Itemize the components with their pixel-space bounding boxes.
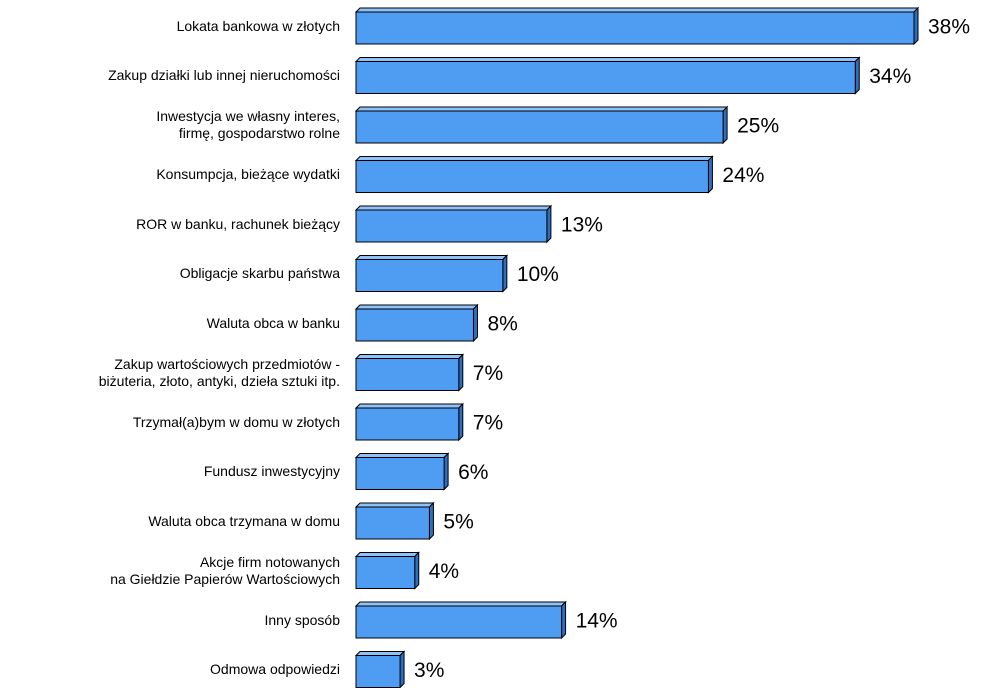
value-label: 7%: [473, 362, 503, 385]
category-label: Inny sposób: [264, 611, 341, 628]
value-label: 34%: [869, 65, 911, 88]
value-label: 38%: [928, 16, 970, 39]
bar-side: [722, 105, 728, 145]
bar-side: [443, 452, 449, 491]
bar-top: [354, 601, 567, 607]
value-label: 10%: [517, 263, 559, 286]
bar-top: [354, 651, 406, 656]
value-label: 14%: [576, 610, 618, 633]
bar-top: [354, 502, 435, 508]
category-label: ROR w banku, rachunek bieżący: [136, 215, 340, 232]
category-label: Zakup działki lub innej nieruchomości: [108, 67, 340, 83]
bar-side: [472, 303, 478, 343]
bar: [355, 556, 416, 589]
value-label: 25%: [737, 115, 779, 138]
bar-top: [354, 304, 479, 310]
value-label: 7%: [473, 412, 503, 435]
bar-side: [428, 501, 434, 541]
value-label: 8%: [487, 313, 517, 336]
bar: [355, 61, 856, 94]
value-label: 5%: [443, 511, 473, 534]
category-label: Zakup wartościowych przedmiotów - biżute…: [98, 355, 340, 389]
value-label: 3%: [414, 659, 444, 682]
bar: [355, 259, 504, 292]
bar: [355, 457, 445, 490]
bar: [355, 358, 460, 391]
bar: [355, 110, 724, 144]
category-label: Odmowa odpowiedzi: [210, 661, 340, 677]
bar-side: [399, 650, 405, 688]
bar: [355, 655, 401, 688]
value-label: 4%: [429, 560, 459, 583]
bar: [355, 605, 563, 639]
bar-top: [354, 205, 553, 211]
value-label: 24%: [722, 164, 764, 187]
bar: [355, 209, 548, 243]
bar-side: [561, 600, 567, 640]
category-label: Lokata bankowa w złotych: [176, 17, 340, 34]
category-label: Waluta obca w banku: [206, 314, 340, 331]
category-label: Konsumpcja, bieżące wydatki: [156, 166, 340, 182]
bar-top: [354, 7, 920, 13]
category-label: Waluta obca trzymana w domu: [148, 512, 340, 529]
bar-side: [707, 155, 713, 194]
category-label: Fundusz inwestycyjny: [203, 463, 340, 479]
bar-top: [354, 156, 714, 161]
bar-top: [354, 106, 729, 112]
value-label: 13%: [561, 214, 603, 237]
bar-top: [354, 403, 464, 409]
bar-top: [354, 453, 450, 458]
bar-top: [354, 552, 420, 557]
bar-side: [502, 254, 508, 293]
bar-side: [854, 56, 860, 95]
category-label: Obligacje skarbu państwa: [179, 265, 340, 281]
bar-top: [354, 57, 861, 62]
value-label: 6%: [458, 461, 488, 484]
bar: [355, 506, 430, 540]
category-label: Inwestycja we własny interes, firmę, gos…: [156, 108, 340, 141]
category-label: Trzymał(a)bym w domu w złotych: [132, 413, 340, 430]
bar-side: [546, 204, 552, 244]
bar: [355, 407, 460, 441]
bar-top: [354, 354, 464, 359]
bar-side: [414, 551, 420, 590]
bar: [355, 308, 474, 342]
bar-top: [354, 255, 509, 260]
bar-side: [458, 402, 464, 442]
bar-side: [913, 6, 919, 46]
bar: [355, 11, 915, 45]
bar: [355, 160, 709, 193]
bar-side: [458, 353, 464, 392]
category-label: Akcje firm notowanych na Giełdzie Papier…: [110, 553, 340, 587]
